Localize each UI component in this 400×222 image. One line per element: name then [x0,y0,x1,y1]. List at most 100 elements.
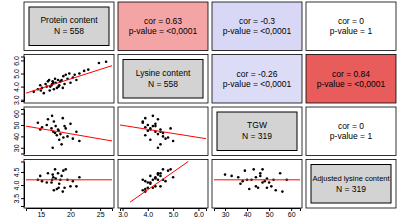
tick: 50 [266,208,274,218]
point [41,126,44,129]
point [47,118,50,121]
point [167,169,170,172]
point [61,190,64,193]
tick: 3.5 [13,194,24,204]
point [69,123,72,126]
point [154,177,157,180]
axis: 3.04.05.06.0 [118,208,206,218]
fit-line [26,126,112,141]
point [279,172,282,175]
point [147,181,150,184]
point [261,181,264,184]
point [62,136,65,139]
point [98,62,101,65]
tick: 3.0 [118,208,128,218]
point [45,181,48,184]
correlation-text: p-value = 1 [330,26,373,36]
variable-name: Protein content [40,15,98,25]
point [51,146,54,149]
axis: 15 20 25 [27,208,113,218]
correlation-panel: cor = -0.3p-value = <0,0001 [212,2,302,51]
correlation-box [306,55,396,104]
correlation-text: p-value = <0,0001 [223,79,292,89]
tick-label: 40 [244,211,252,218]
tick-label: 6.0 [13,56,20,66]
correlation-text: p-value = 1 [330,131,373,141]
point [255,185,258,188]
tick-mark [21,185,24,186]
correlation-panel: cor = 0p-value = 1 [306,107,396,156]
tick: 40 [13,133,24,141]
correlation-panel: cor = 0.63p-value = <0,0001 [118,2,208,51]
point [281,190,284,193]
tick-label: 4.0 [13,82,20,92]
point [40,89,43,92]
tick-label: 5.0 [13,69,20,79]
tick-label: 3.0 [13,95,20,105]
tick-label: 30 [222,211,230,218]
correlation-text: cor = 0 [338,16,364,26]
point [164,180,167,183]
tick-label: 25 [97,211,105,218]
point [59,133,62,136]
point [54,125,57,128]
point [58,84,61,87]
point [255,176,258,179]
point [66,135,69,138]
point [73,74,76,77]
axis: 30 40 50 60 [215,208,301,218]
tick-mark [21,136,24,137]
tick: 60 [288,208,296,218]
tick: 40 [244,208,252,218]
panel-frame [306,160,396,209]
tick-label: 4.5 [13,167,20,177]
point [239,182,242,185]
point [169,127,172,130]
point [157,133,160,136]
tick-label: 20 [67,211,75,218]
scatter-panel [24,55,114,104]
point [164,137,167,140]
plot-area [26,168,112,193]
point [60,175,63,178]
tick: 5.0 [169,208,179,218]
point [39,175,42,178]
axis: 3.54.04.5 [13,162,25,207]
axis-line [21,110,25,155]
point [63,125,66,128]
point [162,135,165,138]
correlation-text: cor = 0 [338,121,364,131]
tick-label: 5.0 [169,211,179,218]
correlation-box [118,2,208,51]
point [159,185,162,188]
tick-label: 50 [266,211,274,218]
point [47,172,50,175]
tick: 6.0 [194,208,204,218]
point [63,83,66,86]
correlation-text: p-value = <0,0001 [317,79,386,89]
correlation-box [306,107,396,156]
point [50,127,53,130]
point [159,128,162,131]
point [237,176,240,179]
axis-line [21,57,25,102]
point [257,186,260,189]
label-box [123,60,203,99]
panel-frame [118,160,208,209]
axis: 3.0 4.0 5.0 6.0 [13,56,25,105]
point [75,185,78,188]
panel-frame [24,160,114,209]
diagonal-panel: Lysine contentN = 558 [118,55,208,104]
correlation-panel: cor = 0p-value = 1 [306,2,396,51]
tick: 20 [67,208,75,218]
point [56,188,59,191]
point [78,72,81,75]
point [157,179,160,182]
point [144,134,147,137]
panel-frame [212,107,302,156]
tick: 6.0 [13,56,24,66]
tick: 3.0 [13,95,24,105]
point [149,175,152,178]
tick: 15 [37,208,45,218]
point [54,77,57,80]
